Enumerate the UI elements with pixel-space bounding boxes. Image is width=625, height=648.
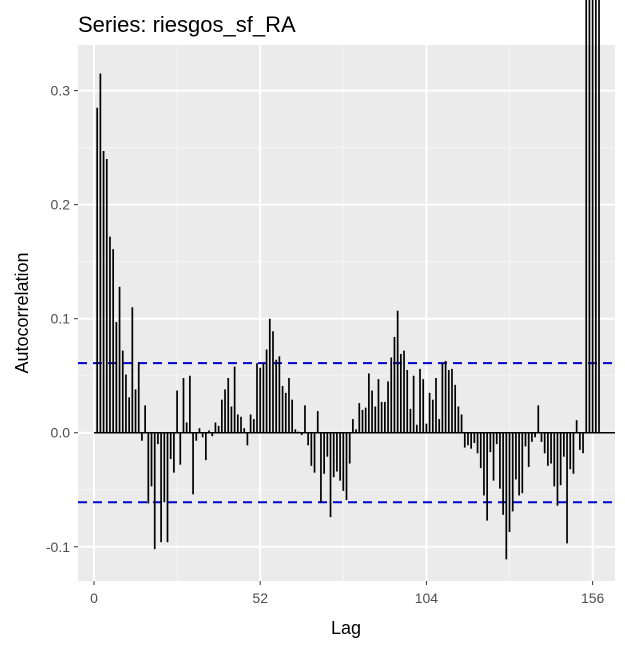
acf-bars (96, 0, 600, 560)
y-tick-label: 0.0 (51, 425, 71, 441)
y-tick-label: 0.2 (51, 197, 71, 213)
x-tick-label: 104 (415, 590, 439, 606)
chart-title: Series: riesgos_sf_RA (78, 12, 296, 37)
x-tick-label: 0 (90, 590, 98, 606)
y-tick-label: 0.1 (51, 311, 71, 327)
grid-lines (78, 45, 615, 581)
y-tick-label: -0.1 (46, 539, 70, 555)
x-tick-label: 156 (581, 590, 605, 606)
x-tick-label: 52 (252, 590, 268, 606)
y-axis-title: Autocorrelation (12, 252, 32, 373)
plot-panel (78, 45, 615, 581)
x-axis: 0 52 104 156 (90, 581, 605, 606)
y-tick-label: 0.3 (51, 83, 71, 99)
x-axis-title: Lag (331, 618, 361, 638)
y-axis: -0.1 0.0 0.1 0.2 0.3 (46, 83, 78, 555)
